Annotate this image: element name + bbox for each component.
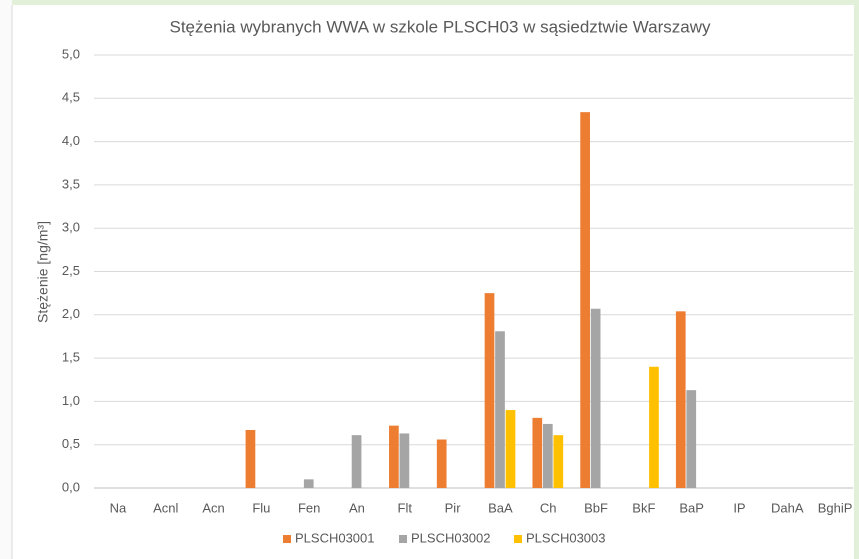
x-tick-label: Fen (298, 500, 320, 515)
bar (649, 366, 659, 488)
y-tick-label: 0,0 (62, 479, 80, 494)
x-tick-label: Acn (202, 500, 224, 515)
y-tick-label: 1,5 (62, 350, 80, 365)
top-strip (0, 0, 859, 5)
bar (484, 293, 495, 488)
left-panel-edge (0, 0, 12, 559)
x-tick-label: DahA (771, 500, 804, 515)
y-tick-label: 3,0 (62, 220, 80, 235)
x-tick-label: Na (110, 500, 127, 515)
bar (675, 311, 686, 488)
bar (436, 439, 447, 488)
chart-title: Stężenia wybranych WWA w szkole PLSCH03 … (169, 17, 711, 36)
bar (686, 390, 697, 488)
bar (495, 331, 505, 488)
x-tick-label: IP (733, 500, 745, 515)
legend-label: PLSCH03002 (411, 530, 491, 545)
bar (590, 308, 601, 488)
x-tick-label: BbF (584, 500, 608, 515)
right-strip (854, 0, 859, 559)
x-tick-label: BkF (632, 500, 655, 515)
y-axis-label: Stężenie [ng/m³] (35, 221, 51, 323)
bar (351, 435, 362, 488)
x-tick-label: An (349, 500, 365, 515)
y-tick-label: 5,0 (62, 46, 80, 61)
legend-label: PLSCH03001 (295, 530, 375, 545)
bar (505, 410, 516, 488)
legend-swatch (283, 535, 291, 543)
x-tick-label: Ch (540, 500, 557, 515)
x-tick-label: Pir (445, 500, 462, 515)
bar (542, 423, 553, 488)
x-tick-label: Flu (252, 500, 270, 515)
legend-swatch (514, 535, 522, 543)
y-tick-label: 0,5 (62, 436, 80, 451)
bar (532, 417, 543, 488)
bar (389, 425, 399, 488)
x-tick-label: Acnl (153, 500, 178, 515)
x-tick-label: Flt (398, 500, 413, 515)
x-tick-label: BaP (679, 500, 704, 515)
bar (580, 112, 590, 488)
legend-label: PLSCH03003 (526, 530, 606, 545)
legend-swatch (399, 535, 407, 543)
y-tick-label: 4,0 (62, 133, 80, 148)
x-tick-label: BghiP (818, 500, 853, 515)
y-tick-label: 2,0 (62, 306, 80, 321)
bar (245, 429, 256, 488)
bar (399, 433, 410, 488)
x-tick-label: BaA (488, 500, 513, 515)
y-tick-label: 2,5 (62, 263, 80, 278)
bar (553, 435, 564, 488)
y-tick-label: 4,5 (62, 90, 80, 105)
y-tick-label: 1,0 (62, 393, 80, 408)
bar (303, 479, 314, 488)
y-tick-label: 3,5 (62, 176, 80, 191)
